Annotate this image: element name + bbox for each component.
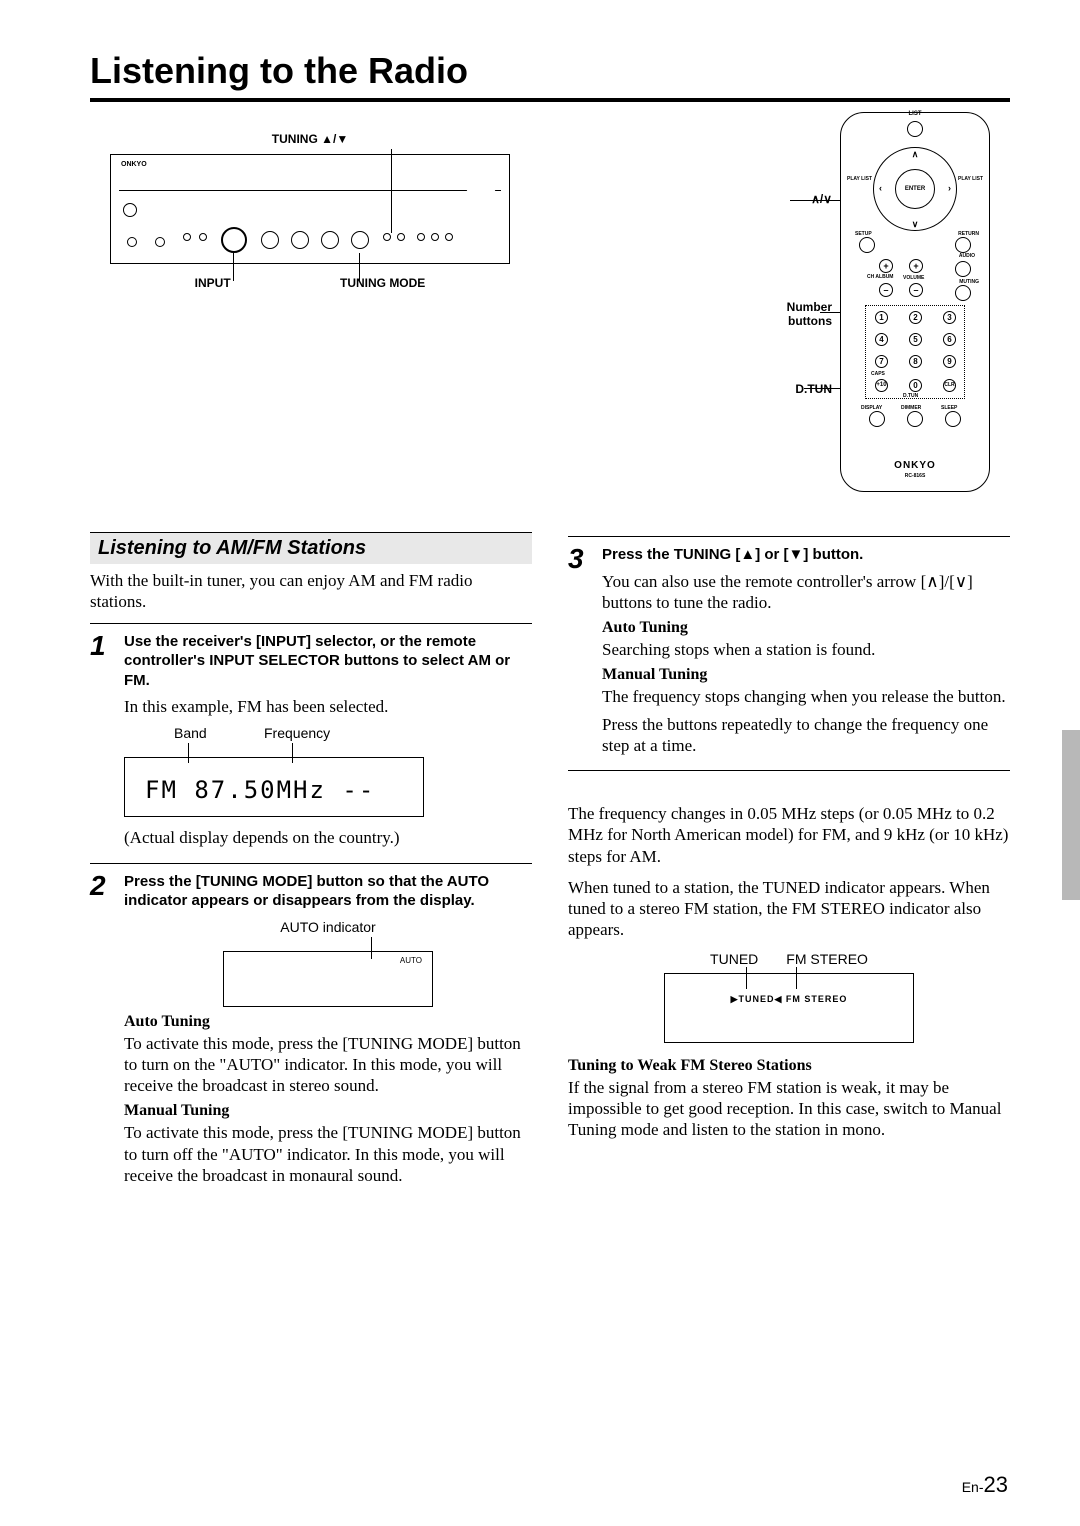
- step-1: 1 Use the receiver's [INPUT] selector, o…: [90, 632, 532, 855]
- receiver-diagram: TUNING ▲/▼ ONKYO INPUT: [110, 132, 510, 492]
- step-2-auto-head: Auto Tuning: [124, 1013, 532, 1031]
- remote-display-label: DISPLAY: [861, 405, 882, 411]
- remote-caps-label: CAPS: [871, 371, 885, 377]
- remote-box: LIST ENTER ∧ ∨ ‹ › PLAY LIST PLAY LIST S…: [840, 112, 990, 492]
- receiver-box: ONKYO: [110, 154, 510, 264]
- remote-muting-label: MUTING: [959, 279, 979, 285]
- step-3-title: Press the TUNING [▲] or [▼] button.: [602, 545, 1010, 565]
- remote-brand-label: ONKYO: [894, 460, 936, 471]
- input-label: INPUT: [195, 276, 231, 290]
- step-3-manual-text-2: Press the buttons repeatedly to change t…: [602, 714, 1010, 757]
- remote-model-label: RC-816S: [905, 473, 926, 479]
- remote-arrow-label: ∧/∨: [811, 192, 832, 206]
- remote-diagram: ∧/∨ Number buttons D.TUN LIST ENTER ∧ ∨ …: [760, 132, 990, 492]
- tuned-info: When tuned to a station, the TUNED indic…: [568, 877, 1010, 941]
- band-label: Band: [174, 725, 207, 741]
- step-1-text: In this example, FM has been selected.: [124, 696, 532, 717]
- step-2-number: 2: [90, 872, 114, 1193]
- page-prefix: En-: [962, 1479, 984, 1495]
- remote-clr-button: CLR: [943, 379, 956, 392]
- freq-info: The frequency changes in 0.05 MHz steps …: [568, 803, 1010, 867]
- remote-enter-button: ENTER: [895, 169, 935, 209]
- top-diagrams: TUNING ▲/▼ ONKYO INPUT: [90, 132, 1010, 492]
- tuning-mode-label: TUNING MODE: [340, 276, 425, 290]
- step-3-number: 3: [568, 545, 592, 762]
- fm-display-panel: FM 87.50MHz --: [124, 757, 424, 817]
- remote-dimmer-label: DIMMER: [901, 405, 921, 411]
- left-column: Listening to AM/FM Stations With the bui…: [90, 532, 532, 1200]
- remote-volume-label: VOLUME: [903, 275, 924, 281]
- step-1-number: 1: [90, 632, 114, 855]
- step-3-text-1: You can also use the remote controller's…: [602, 571, 1010, 614]
- step-3-auto-head: Auto Tuning: [602, 619, 1010, 637]
- step-1-title: Use the receiver's [INPUT] selector, or …: [124, 632, 532, 691]
- remote-dtun-small-label: D.TUN: [903, 393, 918, 399]
- remote-return-label: RETURN: [958, 231, 979, 237]
- remote-list-label: LIST: [909, 111, 922, 117]
- weak-text: If the signal from a stereo FM station i…: [568, 1077, 1010, 1141]
- fm-display-text: FM 87.50MHz --: [145, 776, 375, 804]
- tuning-arrow-label: TUNING ▲/▼: [110, 132, 510, 146]
- step-3-manual-head: Manual Tuning: [602, 666, 1010, 684]
- side-tab: [1062, 730, 1080, 900]
- tuned-label: TUNED: [710, 951, 758, 967]
- remote-audio-label: AUDIO: [959, 253, 975, 259]
- step-2: 2 Press the [TUNING MODE] button so that…: [90, 872, 532, 1193]
- tuned-inner-text: ▶TUNED◀ FM STEREO: [731, 994, 848, 1005]
- weak-head: Tuning to Weak FM Stereo Stations: [568, 1057, 1010, 1075]
- step-2-manual-text: To activate this mode, press the [TUNING…: [124, 1122, 532, 1186]
- remote-chalbum-label: CH ALBUM: [867, 275, 893, 280]
- step-3: 3 Press the TUNING [▲] or [▼] button. Yo…: [568, 545, 1010, 762]
- remote-sleep-label: SLEEP: [941, 405, 957, 411]
- remote-number-label-2: buttons: [788, 314, 832, 328]
- remote-playlist-left: PLAY LIST: [847, 177, 872, 182]
- step-3-auto-text: Searching stops when a station is found.: [602, 639, 1010, 660]
- remote-dtun-label: D.TUN: [795, 382, 832, 396]
- fmstereo-label: FM STEREO: [786, 951, 868, 967]
- right-column: 3 Press the TUNING [▲] or [▼] button. Yo…: [568, 532, 1010, 1200]
- step-1-note: (Actual display depends on the country.): [124, 827, 532, 848]
- remote-setup-label: SETUP: [855, 231, 872, 237]
- step-3-manual-text-1: The frequency stops changing when you re…: [602, 686, 1010, 707]
- page-title: Listening to the Radio: [90, 50, 1010, 102]
- intro-text: With the built-in tuner, you can enjoy A…: [90, 570, 532, 613]
- step-2-manual-head: Manual Tuning: [124, 1102, 532, 1120]
- section-heading: Listening to AM/FM Stations: [90, 532, 532, 564]
- remote-playlist-right: PLAY LIST: [958, 177, 983, 182]
- auto-indicator-label: AUTO indicator: [124, 919, 532, 935]
- auto-indicator-tag: AUTO: [400, 956, 422, 965]
- step-2-title: Press the [TUNING MODE] button so that t…: [124, 872, 532, 911]
- page-number: En-23: [962, 1472, 1008, 1498]
- step-2-auto-text: To activate this mode, press the [TUNING…: [124, 1033, 532, 1097]
- page-num-value: 23: [984, 1472, 1008, 1497]
- frequency-label: Frequency: [264, 725, 330, 741]
- tuned-display-panel: ▶TUNED◀ FM STEREO: [664, 973, 914, 1043]
